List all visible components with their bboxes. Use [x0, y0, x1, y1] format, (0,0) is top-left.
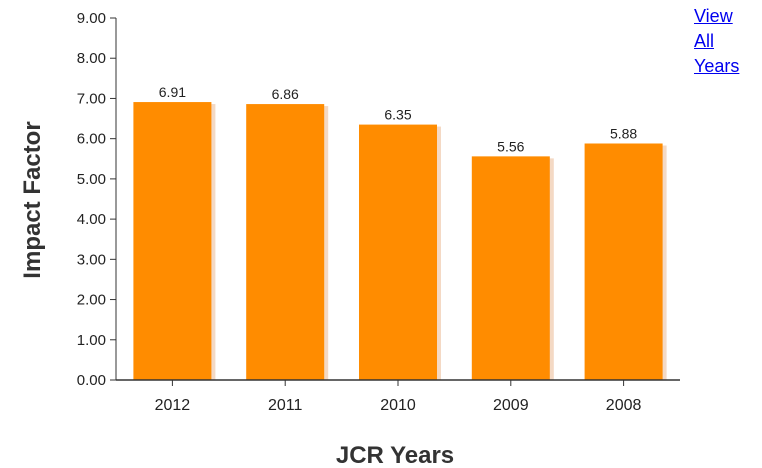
y-tick-label: 2.00	[77, 292, 106, 309]
y-tick-label: 1.00	[77, 332, 106, 349]
bar	[133, 102, 212, 380]
bar-value-label: 5.56	[497, 138, 524, 154]
x-tick-label: 2009	[493, 397, 529, 414]
bar-value-label: 6.91	[159, 84, 186, 100]
view-all-line-1: View	[694, 6, 733, 26]
x-tick-label: 2011	[268, 397, 303, 414]
bar-value-label: 6.86	[272, 86, 299, 102]
y-axis-title-group: Impact Factor	[19, 121, 46, 278]
bar-value-label: 6.35	[384, 107, 411, 123]
x-axis-title: JCR Years	[336, 442, 454, 468]
view-all-line-3: Years	[694, 56, 740, 76]
x-tick-label: 2012	[155, 397, 191, 414]
y-tick-label: 7.00	[77, 90, 106, 107]
bar-value-label: 5.88	[610, 125, 637, 141]
y-tick-label: 4.00	[77, 211, 106, 228]
bar	[359, 124, 437, 380]
y-tick-label: 5.00	[77, 171, 106, 188]
y-axis-title: Impact Factor	[19, 121, 46, 278]
plot-area: 0.00 1.00 2.00 3.00 4.00 5.00 6.00 7.00 8.00 9.00…	[77, 10, 680, 414]
bar	[471, 156, 550, 380]
x-tick-label: 2010	[380, 397, 416, 414]
bar	[246, 104, 325, 380]
y-tick-label: 8.00	[77, 50, 106, 67]
y-tick-label: 0.00	[77, 372, 106, 389]
x-tick-label: 2008	[606, 397, 642, 414]
y-tick-label: 6.00	[77, 131, 106, 148]
bar	[584, 143, 663, 380]
view-all-years-link[interactable]: View All Years	[694, 4, 758, 79]
y-tick-label: 9.00	[77, 10, 106, 27]
y-tick-label: 3.00	[77, 251, 106, 268]
view-all-line-2: All	[694, 31, 715, 51]
